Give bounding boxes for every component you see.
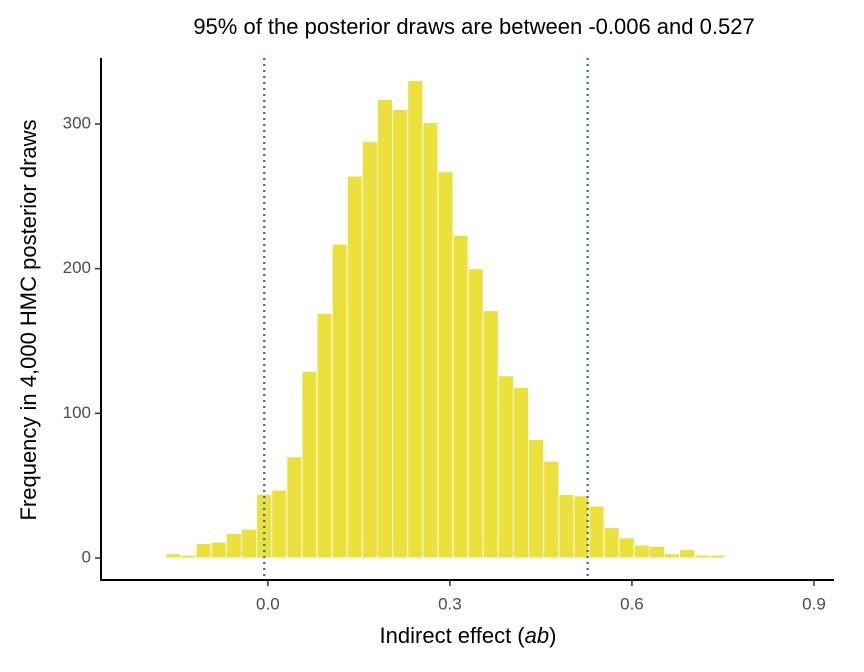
bar — [497, 375, 514, 559]
x-axis-label: Indirect effect (ab) — [380, 623, 557, 648]
bar — [633, 544, 650, 559]
bar — [422, 122, 439, 559]
bar — [331, 243, 348, 559]
x-label-part: ) — [549, 623, 556, 648]
bar — [316, 313, 333, 559]
bar — [301, 370, 318, 559]
bar — [407, 80, 424, 559]
bar — [210, 541, 227, 559]
bar — [603, 527, 620, 559]
y-tick-label: 0 — [82, 547, 91, 566]
bar — [225, 532, 242, 559]
bar — [467, 268, 484, 559]
bar — [286, 456, 303, 559]
x-label-part: Indirect effect ( — [380, 623, 526, 648]
bar — [588, 505, 605, 559]
bar — [271, 489, 288, 559]
bar — [482, 310, 499, 559]
bar — [694, 554, 711, 559]
bar — [664, 553, 681, 559]
bar — [195, 543, 212, 559]
bar — [361, 140, 378, 559]
bar — [180, 554, 197, 559]
bar — [392, 109, 409, 559]
bar — [452, 234, 469, 559]
bar — [165, 553, 182, 559]
bar — [437, 171, 454, 559]
bar — [648, 545, 666, 559]
y-tick-label: 300 — [63, 113, 91, 132]
bar — [709, 554, 726, 559]
bar — [528, 438, 545, 559]
x-tick-label: 0.3 — [438, 594, 462, 613]
x-label-part: ab — [525, 623, 549, 648]
bar — [512, 386, 530, 559]
bar — [543, 460, 560, 559]
bar — [346, 175, 363, 559]
bar — [558, 493, 575, 559]
x-tick-label: 0.6 — [620, 594, 644, 613]
bar — [618, 537, 635, 559]
bar — [240, 528, 258, 559]
bar — [679, 548, 696, 559]
y-tick-label: 100 — [63, 403, 91, 422]
chart-title: 95% of the posterior draws are between -… — [193, 14, 754, 39]
x-tick-label: 0.0 — [256, 594, 280, 613]
x-tick-label: 0.9 — [802, 594, 826, 613]
y-axis-label: Frequency in 4,000 HMC posterior draws — [16, 119, 41, 520]
bar — [376, 98, 394, 559]
y-tick-label: 200 — [63, 258, 91, 277]
